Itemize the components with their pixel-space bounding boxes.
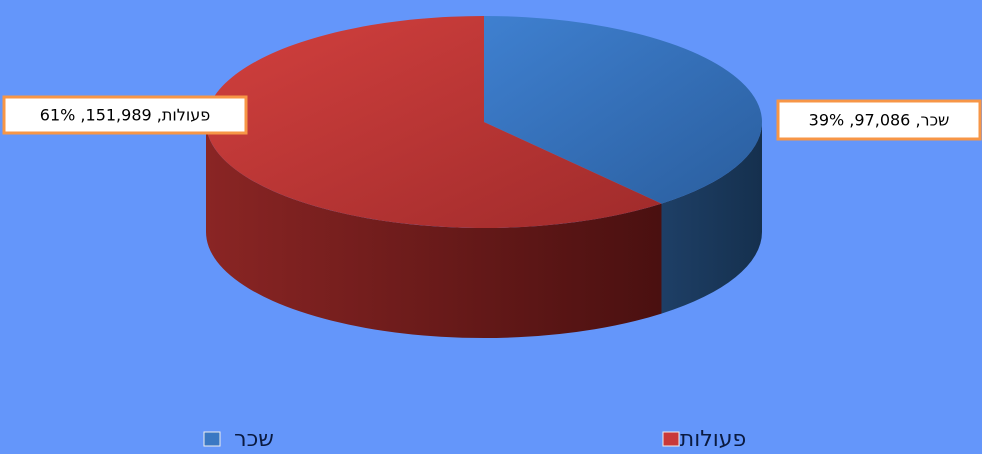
- slice: [484, 16, 763, 204]
- legend-swatch: [203, 431, 221, 447]
- legend-label: שכר: [234, 427, 274, 452]
- data-label: פעולות, 151,989, 61%: [40, 106, 210, 125]
- legend-label: פעולות: [680, 427, 746, 452]
- slice-side: [661, 122, 762, 314]
- data-label-box: [2, 95, 248, 135]
- slice: [206, 16, 662, 228]
- data-label-box: [776, 99, 982, 141]
- slice-side: [205, 122, 662, 339]
- data-label: שכר, 97,086, 39%: [809, 111, 950, 130]
- legend-swatch: [662, 431, 680, 447]
